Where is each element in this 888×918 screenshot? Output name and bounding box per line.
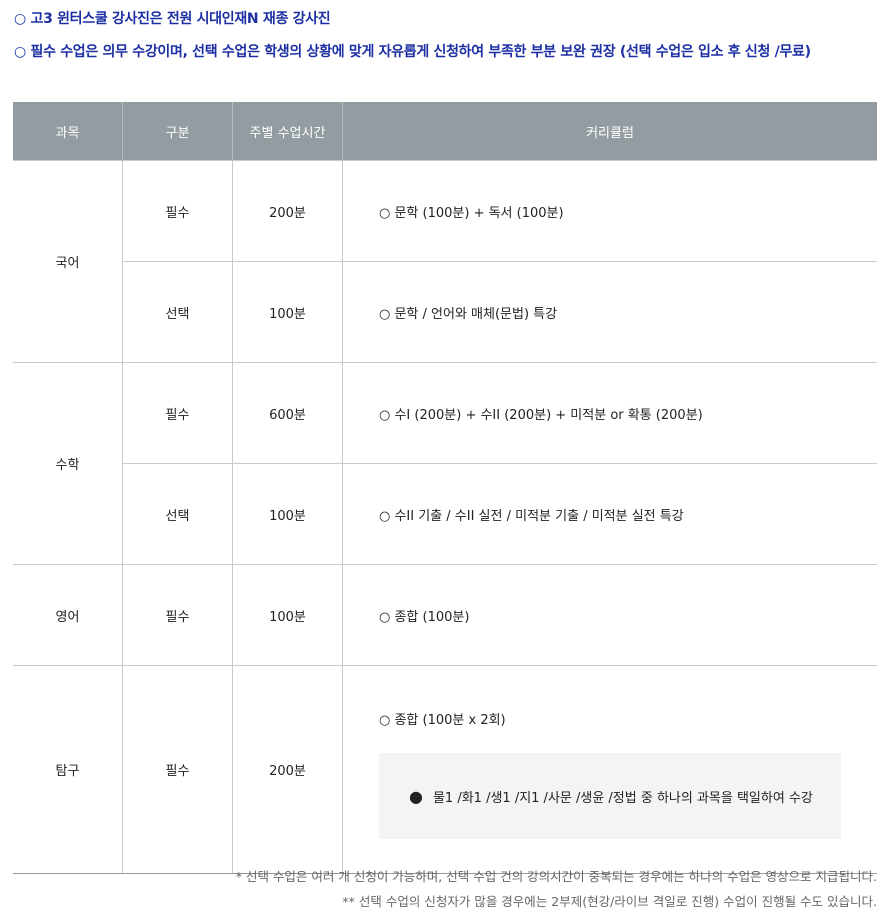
hours-cell: 100분: [232, 564, 343, 666]
footnote-1: * 선택 수업은 여러 개 신청이 가능하며, 선택 수업 건의 강의시간이 중…: [235, 869, 877, 884]
elective-detail-box: ● 물1 /화1 /생1 /지1 /사문 /생윤 /정법 중 하나의 과목을 택…: [379, 753, 841, 839]
header-type: 구분: [122, 102, 233, 161]
type-cell: 필수: [122, 665, 233, 874]
table-row: 선택 100분 ○ 수II 기출 / 수II 실전 / 미적분 기출 / 미적분…: [13, 463, 877, 565]
notice-instructors: ○ 고3 윈터스쿨 강사진은 전원 시대인재N 재종 강사진: [14, 11, 331, 27]
header-subject: 과목: [13, 102, 123, 161]
subject-cell: 영어: [13, 564, 123, 666]
table-row: 수학 필수 600분 ○ 수I (200분) + 수II (200분) + 미적…: [13, 362, 877, 565]
footnote-2: ** 선택 수업의 신청자가 많을 경우에는 2부제(현강/라이브 격일로 진행…: [342, 894, 877, 909]
subject-cell: 국어: [13, 160, 123, 363]
hours-cell: 200분: [232, 160, 343, 262]
header-curriculum: 커리큘럼: [342, 102, 877, 161]
curriculum-cell: ○ 문학 / 언어와 매체(문법) 특강: [342, 261, 877, 363]
notice-classes: ○ 필수 수업은 의무 수강이며, 선택 수업은 학생의 상황에 맞게 자유롭게…: [14, 44, 811, 60]
table-header: 과목 구분 주별 수업시간 커리큘럼: [13, 102, 877, 161]
type-cell: 필수: [122, 160, 233, 262]
table-row: 선택 100분 ○ 문학 / 언어와 매체(문법) 특강: [13, 261, 877, 363]
hours-cell: 200분: [232, 665, 343, 874]
curriculum-table: 과목 구분 주별 수업시간 커리큘럼 국어 필수 200분 ○ 문학 (100분…: [13, 102, 877, 874]
type-cell: 선택: [122, 261, 233, 363]
table-row: 탐구 필수 200분 ○ 종합 (100분 x 2회) ● 물1 /화1 /생1…: [13, 665, 877, 874]
curriculum-cell: ○ 종합 (100분): [342, 564, 877, 666]
type-cell: 선택: [122, 463, 233, 565]
curriculum-cell: ○ 문학 (100분) + 독서 (100분): [342, 160, 877, 262]
hours-cell: 100분: [232, 261, 343, 363]
subject-cell: 탐구: [13, 665, 123, 874]
header-hours: 주별 수업시간: [232, 102, 343, 161]
curriculum-cell: ○ 종합 (100분 x 2회) ● 물1 /화1 /생1 /지1 /사문 /생…: [342, 665, 877, 874]
curriculum-cell: ○ 수I (200분) + 수II (200분) + 미적분 or 확통 (20…: [342, 362, 877, 464]
type-cell: 필수: [122, 564, 233, 666]
subject-cell: 수학: [13, 362, 123, 565]
table-row: 영어 필수 100분 ○ 종합 (100분): [13, 564, 877, 666]
curriculum-text: ○ 종합 (100분 x 2회): [379, 713, 506, 728]
table-row: 국어 필수 200분 ○ 문학 (100분) + 독서 (100분): [13, 160, 877, 363]
bullet-icon: ●: [409, 786, 423, 806]
elective-detail-text: 물1 /화1 /생1 /지1 /사문 /생윤 /정법 중 하나의 과목을 택일하…: [432, 790, 813, 806]
hours-cell: 600분: [232, 362, 343, 464]
type-cell: 필수: [122, 362, 233, 464]
curriculum-cell: ○ 수II 기출 / 수II 실전 / 미적분 기출 / 미적분 실전 특강: [342, 463, 877, 565]
hours-cell: 100분: [232, 463, 343, 565]
